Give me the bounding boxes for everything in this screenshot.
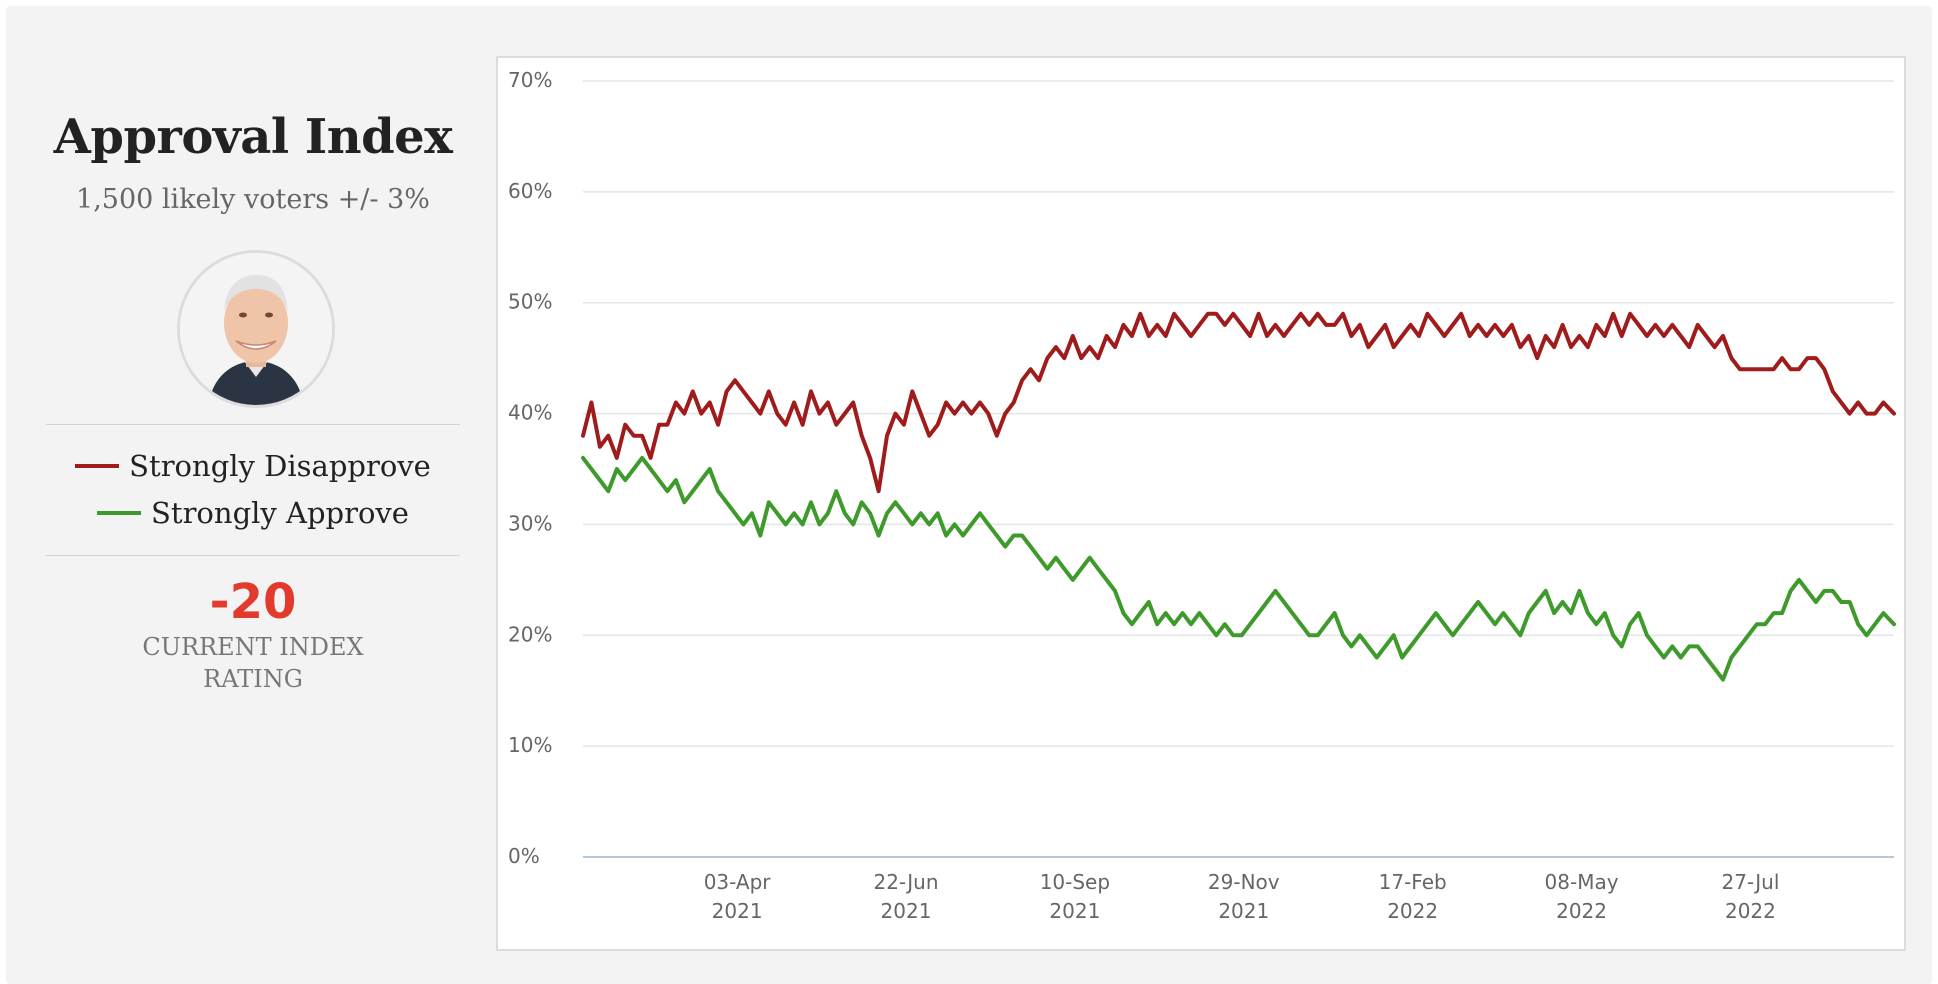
series-line-strongly-approve xyxy=(581,455,1896,682)
line-chart: 0% 10% 20% 30% 40% 50% 60% 70% 03-Apr 2021 22-Jun… xyxy=(508,68,1896,923)
index-caption-line2: RATING xyxy=(203,665,303,693)
series-line-strongly-disapprove xyxy=(581,311,1896,494)
y-tick-label: 20% xyxy=(508,622,552,646)
x-tick-year-label: 2021 xyxy=(1218,899,1269,923)
x-tick-label: 27-Jul xyxy=(1721,870,1779,894)
x-tick-year-label: 2021 xyxy=(1049,899,1100,923)
legend-swatch-approve xyxy=(97,511,142,515)
y-tick-label: 60% xyxy=(508,179,552,203)
x-tick-label: 08-May xyxy=(1545,870,1619,894)
x-tick-year-label: 2022 xyxy=(1556,899,1607,923)
x-tick-year-label: 2022 xyxy=(1387,899,1438,923)
y-tick-label: 30% xyxy=(508,511,552,535)
index-value: -20 xyxy=(209,574,297,630)
legend-item-strongly-approve: Strongly Approve xyxy=(46,496,460,530)
x-tick-label: 03-Apr xyxy=(704,870,772,894)
divider xyxy=(46,424,460,425)
y-tick-label: 10% xyxy=(508,733,552,757)
legend-item-strongly-disapprove: Strongly Disapprove xyxy=(46,449,460,483)
legend-label: Strongly Approve xyxy=(151,496,409,530)
y-tick-label: 0% xyxy=(508,844,540,868)
portrait-image xyxy=(180,253,332,405)
chart-container: 0% 10% 20% 30% 40% 50% 60% 70% 03-Apr 2021 22-Jun… xyxy=(496,56,1906,951)
index-caption-line1: CURRENT INDEX xyxy=(142,633,364,661)
x-tick-year-label: 2022 xyxy=(1725,899,1776,923)
approval-index-card: Approval Index 1,500 likely voters +/- 3… xyxy=(6,6,1932,984)
legend-label: Strongly Disapprove xyxy=(129,449,431,483)
legend-swatch-disapprove xyxy=(75,464,120,468)
x-tick-label: 10-Sep xyxy=(1040,870,1110,894)
x-tick-label: 22-Jun xyxy=(873,870,938,894)
divider xyxy=(46,555,460,556)
x-tick-year-label: 2021 xyxy=(881,899,932,923)
page-title: Approval Index xyxy=(53,109,453,165)
x-tick-label: 17-Feb xyxy=(1379,870,1447,894)
y-tick-label: 50% xyxy=(508,290,552,314)
y-tick-label: 40% xyxy=(508,401,552,425)
y-tick-label: 70% xyxy=(508,68,552,92)
index-caption: CURRENT INDEX RATING xyxy=(46,631,460,695)
page-subtitle: 1,500 likely voters +/- 3% xyxy=(76,184,430,215)
avatar xyxy=(177,250,335,408)
x-tick-label: 29-Nov xyxy=(1208,870,1280,894)
x-tick-year-label: 2021 xyxy=(712,899,763,923)
